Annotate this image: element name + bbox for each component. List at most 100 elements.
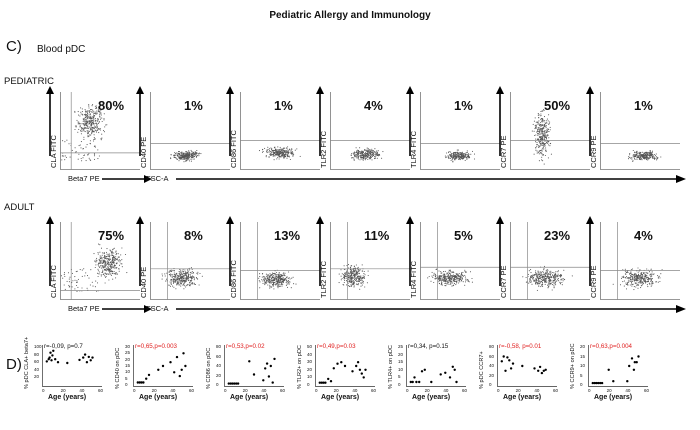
data-point — [600, 381, 604, 385]
stat-annotation-7: r=0,63,p=0.004 — [590, 343, 632, 350]
data-point — [91, 356, 94, 359]
x-tick-label: 60 — [553, 388, 559, 393]
x-tick-label: 20 — [151, 388, 157, 393]
data-point — [178, 374, 181, 378]
data-point — [161, 364, 165, 368]
adult-y-arrow-5 — [406, 216, 414, 286]
data-point — [318, 381, 321, 384]
data-point — [420, 370, 424, 373]
data-point — [265, 362, 269, 365]
scatter-x-label-1: Age (years) — [48, 394, 87, 401]
data-point — [455, 380, 458, 384]
data-point — [506, 356, 509, 359]
data-point — [175, 355, 179, 359]
data-point — [233, 382, 236, 385]
scatter-axes — [133, 345, 193, 387]
scatter-x-label-3: Age (years) — [230, 394, 269, 401]
pediatric-percentage-4: 4% — [364, 98, 383, 113]
plot-frame — [60, 92, 140, 170]
adult-flow-plot-6 — [510, 222, 590, 300]
pediatric-percentage-7: 1% — [634, 98, 653, 113]
x-tick-label: 40 — [261, 388, 267, 393]
y-tick-label: 80 — [34, 351, 40, 357]
pediatric-flow-plot-2 — [150, 92, 230, 170]
data-point — [508, 359, 511, 362]
data-point — [423, 368, 426, 371]
scatter-axes — [315, 345, 375, 387]
data-point — [51, 354, 54, 357]
adult-percentage-1: 75% — [98, 228, 125, 243]
pediatric-y-arrow-1 — [46, 86, 54, 156]
plot-frame — [330, 92, 410, 170]
scatter-axes — [42, 345, 102, 387]
scatter-axes — [224, 345, 284, 387]
data-point — [362, 376, 365, 379]
pediatric-shared-x-arrow — [176, 175, 686, 183]
age-scatter-plot-2 — [133, 345, 193, 387]
stat-annotation-4: r=0,49,p=0.03 — [317, 343, 356, 350]
x-tick-label: 20 — [606, 388, 612, 393]
y-tick-label: 0 — [489, 382, 492, 387]
x-tick-label: 0 — [497, 388, 500, 393]
data-point — [83, 353, 87, 356]
pediatric-group-label: PEDIATRIC — [4, 76, 54, 87]
x-tick-label: 20 — [242, 388, 248, 393]
y-tick-label: 100 — [34, 344, 42, 349]
data-point — [418, 380, 421, 384]
pediatric-percentage-1: 80% — [98, 98, 125, 113]
y-tick-label: 5 — [398, 374, 401, 380]
pediatric-flow-plot-7 — [600, 92, 680, 170]
data-point — [147, 373, 151, 377]
adult-flow-plot-7 — [600, 222, 680, 300]
panel-c-subtitle: Blood pDC — [37, 44, 86, 55]
scatter-y-label-4: % TLR2+ on pDC — [297, 345, 303, 389]
adult-y-arrow-2 — [136, 216, 144, 286]
data-point — [612, 380, 615, 383]
pediatric-y-arrow-4 — [316, 86, 324, 156]
scatter-x-label-4: Age (years) — [321, 394, 360, 401]
y-tick-label: 0 — [398, 382, 401, 387]
data-point — [595, 381, 598, 385]
pediatric-y-label-4: TLR2 FITC — [319, 130, 328, 168]
data-point — [538, 365, 542, 369]
pediatric-y-arrow-6 — [496, 86, 504, 156]
data-point — [82, 356, 85, 359]
y-tick-label: 60 — [216, 353, 222, 359]
x-tick-label: 0 — [42, 388, 45, 393]
x-tick-label: 20 — [424, 388, 430, 393]
plot-frame — [60, 222, 140, 300]
data-point — [415, 380, 418, 384]
data-point — [324, 381, 327, 384]
x-tick-label: 0 — [315, 388, 318, 393]
plot-frame — [600, 222, 680, 300]
y-tick-label: 20 — [125, 356, 131, 362]
data-point — [502, 355, 505, 358]
adult-y-label-6: CCR7 PE — [499, 265, 508, 298]
pediatric-percentage-6: 50% — [544, 98, 571, 113]
x-tick-label: 60 — [371, 388, 377, 393]
x-tick-label: 20 — [515, 388, 521, 393]
data-point — [269, 364, 272, 368]
y-tick-label: 0 — [580, 382, 583, 387]
data-point — [593, 381, 596, 385]
data-point — [632, 368, 636, 371]
data-point — [66, 361, 69, 365]
data-point — [322, 381, 325, 384]
scatter-x-label-5: Age (years) — [412, 394, 451, 401]
y-tick-label: 25 — [398, 344, 404, 349]
data-point — [504, 369, 507, 372]
pediatric-flow-plot-3 — [240, 92, 320, 170]
scatter-y-label-2: % CD40 on pDC — [115, 347, 121, 389]
adult-percentage-4: 11% — [364, 228, 390, 243]
pediatric-first-x-label: Beta7 PE — [68, 174, 100, 183]
data-point — [173, 371, 176, 374]
x-tick-label: 40 — [170, 388, 176, 393]
x-tick-label: 0 — [224, 388, 227, 393]
pediatric-flow-plot-4 — [330, 92, 410, 170]
data-point — [142, 381, 145, 384]
adult-y-label-1: CLA FITC — [49, 265, 58, 298]
data-point — [271, 381, 274, 384]
data-point — [229, 382, 232, 385]
event-cloud — [612, 267, 663, 291]
data-point — [336, 362, 339, 365]
